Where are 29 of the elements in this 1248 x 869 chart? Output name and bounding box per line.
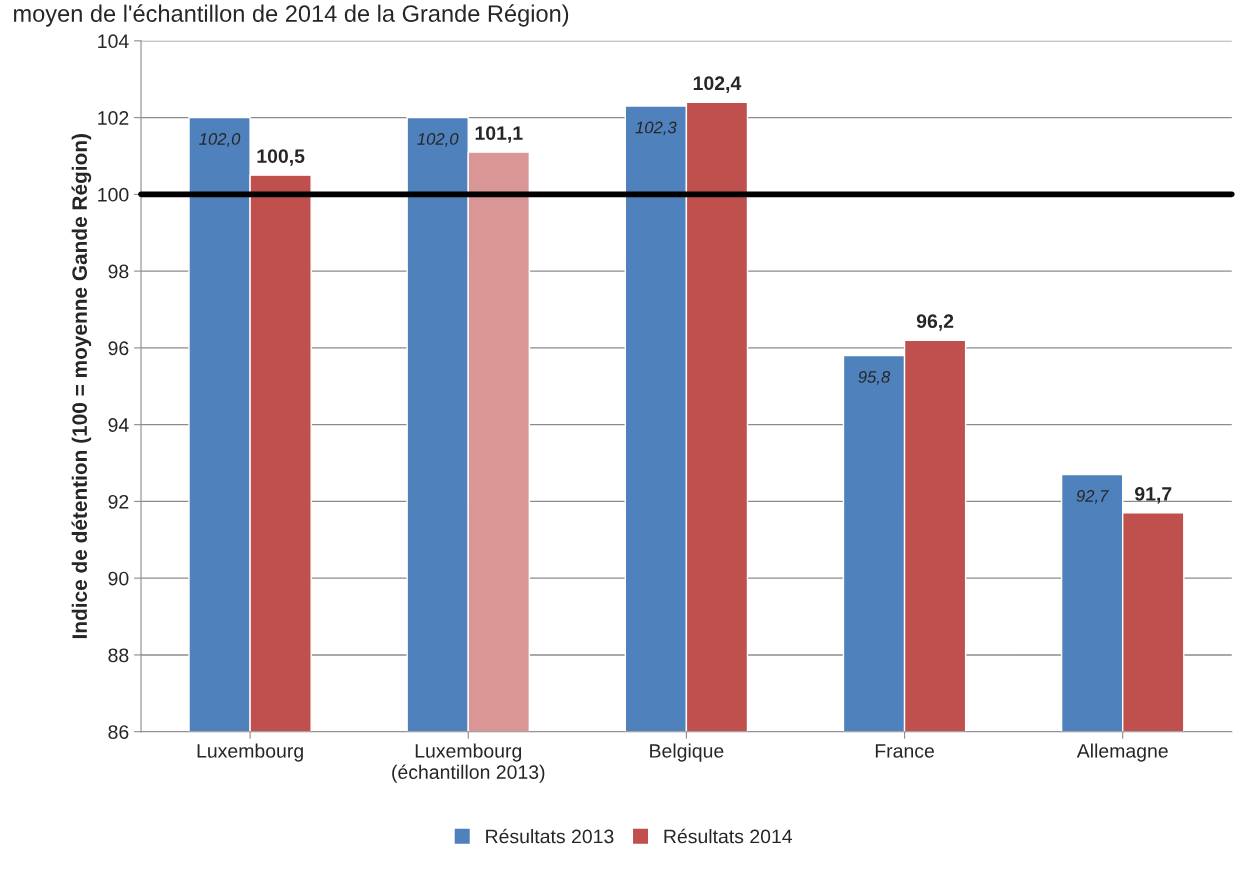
legend-label: Résultats 2014 — [664, 828, 793, 844]
data-label: 96,2 — [916, 314, 954, 331]
x-tick-label: Luxembourg — [197, 743, 303, 762]
data-label: 100,5 — [257, 149, 305, 166]
y-tick-label: 98 — [108, 264, 129, 279]
data-label: 95,8 — [858, 371, 891, 385]
y-tick-label: 96 — [108, 341, 129, 356]
y-axis-title: Indice de détention (100 = moyenne Gande Région) — [71, 134, 92, 639]
data-label: 92,7 — [1076, 490, 1109, 504]
x-tick-label: Luxembourg (échantillon 2013) — [392, 743, 545, 783]
y-tick-label: 86 — [108, 725, 129, 739]
y-tick-label: 88 — [108, 648, 129, 663]
y-tick-label: 102 — [98, 111, 129, 125]
y-tick-label: 92 — [108, 494, 129, 509]
data-label: 91,7 — [1135, 486, 1172, 504]
data-label: 102,4 — [693, 76, 742, 93]
y-tick-label: 104 — [98, 34, 129, 49]
data-label: 102,3 — [635, 121, 677, 136]
y-tick-label: 90 — [108, 571, 129, 586]
data-label: 102,0 — [199, 133, 241, 147]
x-tick-label: France — [875, 744, 934, 758]
x-tick-label: Belgique — [650, 743, 724, 762]
data-label: 101,1 — [475, 126, 523, 143]
data-label: 102,0 — [417, 133, 459, 147]
legend-label: Résultats 2013 — [486, 828, 614, 844]
x-tick-label: Allemagne — [1076, 743, 1168, 762]
y-tick-label: 100 — [98, 187, 129, 202]
chart-title: moyen de l'échantillon de 2014 de la Grande Région) — [14, 4, 569, 27]
y-tick-label: 94 — [108, 418, 129, 432]
